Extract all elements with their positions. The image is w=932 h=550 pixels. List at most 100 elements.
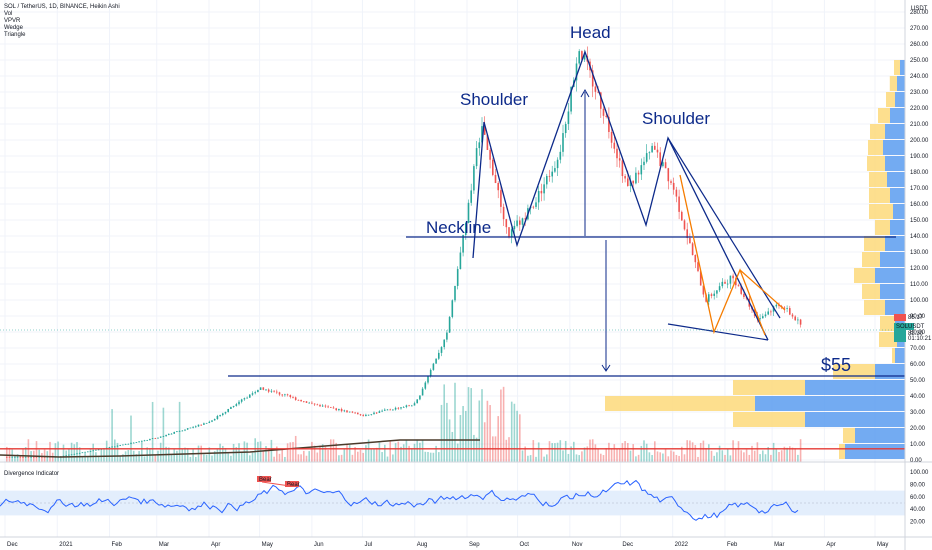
candle-body [567,111,570,125]
volume-bar [159,442,162,462]
candle-body [362,415,364,417]
volume-bar [70,442,73,462]
volume-bar [662,453,664,462]
candle-body [370,414,373,416]
upper-trend-line [667,137,781,319]
volume-bar [262,450,265,462]
volume-bar [381,452,383,462]
volume-bar [427,451,429,462]
time-tick-label: Feb [112,542,123,548]
candle-body [81,452,84,454]
volume-bar [751,445,753,462]
vp-bar-up [890,188,905,203]
candle-body [43,456,46,458]
candle-body [513,225,516,230]
candle-body [243,398,246,400]
candle-body [246,397,248,399]
volume-bar [367,439,370,462]
candle-body [324,405,327,407]
volume-bar [138,451,140,462]
candle-body [365,414,367,417]
volume-bar [564,440,567,462]
vp-bar-up [893,204,905,219]
candle-body [537,190,540,203]
price-tick-label: 210.00 [910,122,929,128]
candle-body [524,218,526,220]
candle-body [581,51,583,60]
candle-body [157,437,159,439]
volume-bar [327,449,329,462]
candle-body [429,369,432,376]
vp-bar-down [867,156,885,171]
time-tick-label: Feb [727,542,738,548]
candle-body [176,431,178,433]
vp-bar-up [880,252,905,267]
bear-signal-bg [257,476,271,482]
volume-bar [143,456,146,462]
volume-bar [211,455,213,462]
volume-bar [516,410,518,462]
volume-bar [311,441,313,462]
indicator-vpvr[interactable]: VPVR [4,18,21,24]
candle-body [656,149,659,153]
candle-body [551,171,553,177]
candle-body [446,332,448,340]
candle-body [605,115,607,117]
candle-body [632,180,634,184]
volume-bar [775,448,778,462]
candle-body [440,347,443,353]
candle-body [794,316,796,321]
candle-body [591,70,594,87]
target-label: $55 [821,355,851,375]
volume-bar [759,454,761,462]
volume-bar [438,452,440,462]
vp-bar-down [869,204,893,219]
volume-bar [122,454,124,462]
vp-bar-down [869,188,890,203]
time-tick-label: Jul [364,542,372,548]
price-tick-label: 180.00 [910,170,929,176]
oscillator-title[interactable]: Divergence Indicator [4,471,60,477]
volume-bar [789,446,791,462]
volume-bar [543,456,545,462]
candle-body [143,440,146,442]
volume-bar [235,447,238,462]
candle-body [111,446,113,448]
volume-bar [608,442,610,462]
volume-bar [786,447,788,462]
price-tick-label: 220.00 [910,106,929,112]
volume-bar [748,454,751,462]
candle-body [543,184,545,194]
volume-bar [316,452,319,462]
volume-bar [105,440,108,462]
candle-body [648,152,651,154]
candle-body [181,430,184,432]
candle-body [232,405,235,408]
candle-body [405,405,408,407]
candle-body [767,311,769,315]
indicator-vol[interactable]: Vol [4,11,13,17]
candle-body [313,403,316,405]
price-badge-text: SOLUSDT [896,324,925,330]
volume-bar [654,441,656,462]
volume-bar [672,451,675,462]
volume-bar [289,442,292,462]
volume-bar [554,443,556,462]
candle-body [27,456,30,458]
candle-body [354,412,356,414]
candle-body [373,412,375,415]
indicator-wedge[interactable]: Wedge [4,25,23,31]
volume-bar [710,450,713,462]
volume-bar [613,444,616,462]
candle-body [249,394,251,398]
volume-bar [87,456,89,462]
volume-bar [27,439,30,462]
time-tick-label: Aug [417,542,428,548]
volume-bar [497,416,499,462]
candle-body [702,285,705,295]
indicator-triangle[interactable]: Triangle [4,32,26,38]
volume-bar [729,455,732,462]
candle-body [78,452,81,454]
